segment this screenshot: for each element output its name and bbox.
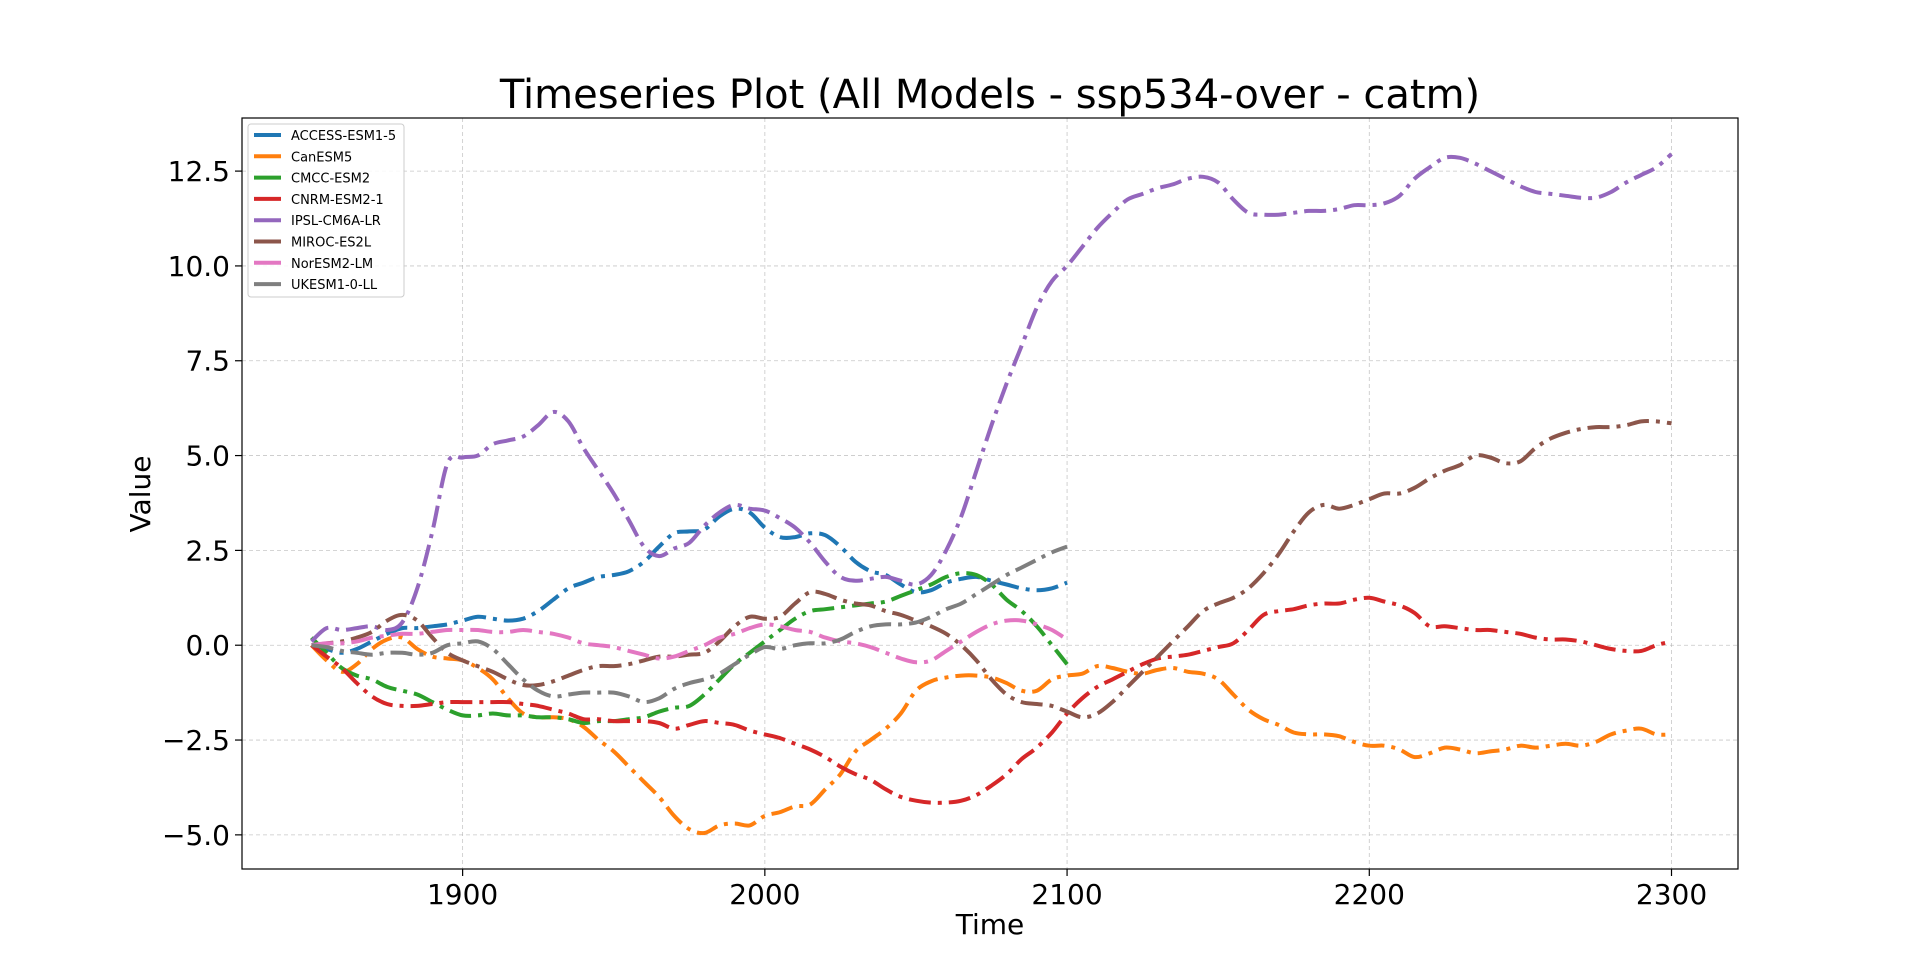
legend-label: CanESM5 bbox=[291, 150, 352, 165]
legend-label: ACCESS-ESM1-5 bbox=[291, 129, 396, 144]
legend-label: NorESM2-LM bbox=[291, 257, 373, 272]
x-tick-label: 2100 bbox=[1031, 878, 1102, 911]
x-axis-label: Time bbox=[955, 908, 1025, 941]
plot-frame bbox=[241, 117, 1739, 870]
series-line-ukesm1-0-ll bbox=[311, 544, 1068, 705]
plot-lines bbox=[310, 152, 1673, 836]
y-tick-label: 12.5 bbox=[168, 155, 230, 188]
y-tick-label: 0.0 bbox=[185, 629, 230, 662]
legend-label: UKESM1-0-LL bbox=[291, 278, 378, 293]
series-line-canesm5 bbox=[310, 634, 1672, 836]
axes: 1900 2000 2100 2200 2300 −5.0 −2.5 0.0 2.5 5.0 7.5… bbox=[162, 155, 1707, 911]
series-line-cmcc-esm2 bbox=[310, 571, 1069, 726]
series-line-access-esm1-5 bbox=[311, 506, 1068, 655]
y-tick-label: −2.5 bbox=[162, 724, 230, 757]
y-tick-label: 10.0 bbox=[168, 250, 230, 283]
y-tick-label: 7.5 bbox=[185, 345, 230, 378]
x-tick-label: 1900 bbox=[427, 878, 498, 911]
series-line-noresm2-lm bbox=[311, 618, 1069, 665]
y-tick-label: 5.0 bbox=[185, 440, 230, 473]
y-tick-label: 2.5 bbox=[185, 534, 230, 567]
series-line-ipsl-cm6a-lr bbox=[310, 152, 1673, 643]
legend-box bbox=[247, 123, 405, 298]
x-tick-label: 2200 bbox=[1334, 878, 1405, 911]
legend-label: MIROC-ES2L bbox=[291, 236, 372, 251]
legend: ACCESS-ESM1-5 CanESM5 CMCC-ESM2 CNRM-ESM2-1… bbox=[247, 123, 405, 298]
y-axis-label: Value bbox=[124, 456, 157, 533]
series-line-miroc-es2l bbox=[311, 419, 1672, 720]
x-tick-label: 2000 bbox=[729, 878, 800, 911]
series-line-cnrm-esm2-1 bbox=[310, 595, 1673, 805]
chart-title: Timeseries Plot (All Models - ssp534-ove… bbox=[499, 72, 1480, 118]
legend-label: CNRM-ESM2-1 bbox=[291, 193, 384, 208]
legend-label: IPSL-CM6A-LR bbox=[291, 214, 381, 229]
legend-label: CMCC-ESM2 bbox=[291, 172, 370, 187]
y-tick-label: −5.0 bbox=[162, 819, 230, 852]
x-tick-label: 2300 bbox=[1636, 878, 1707, 911]
